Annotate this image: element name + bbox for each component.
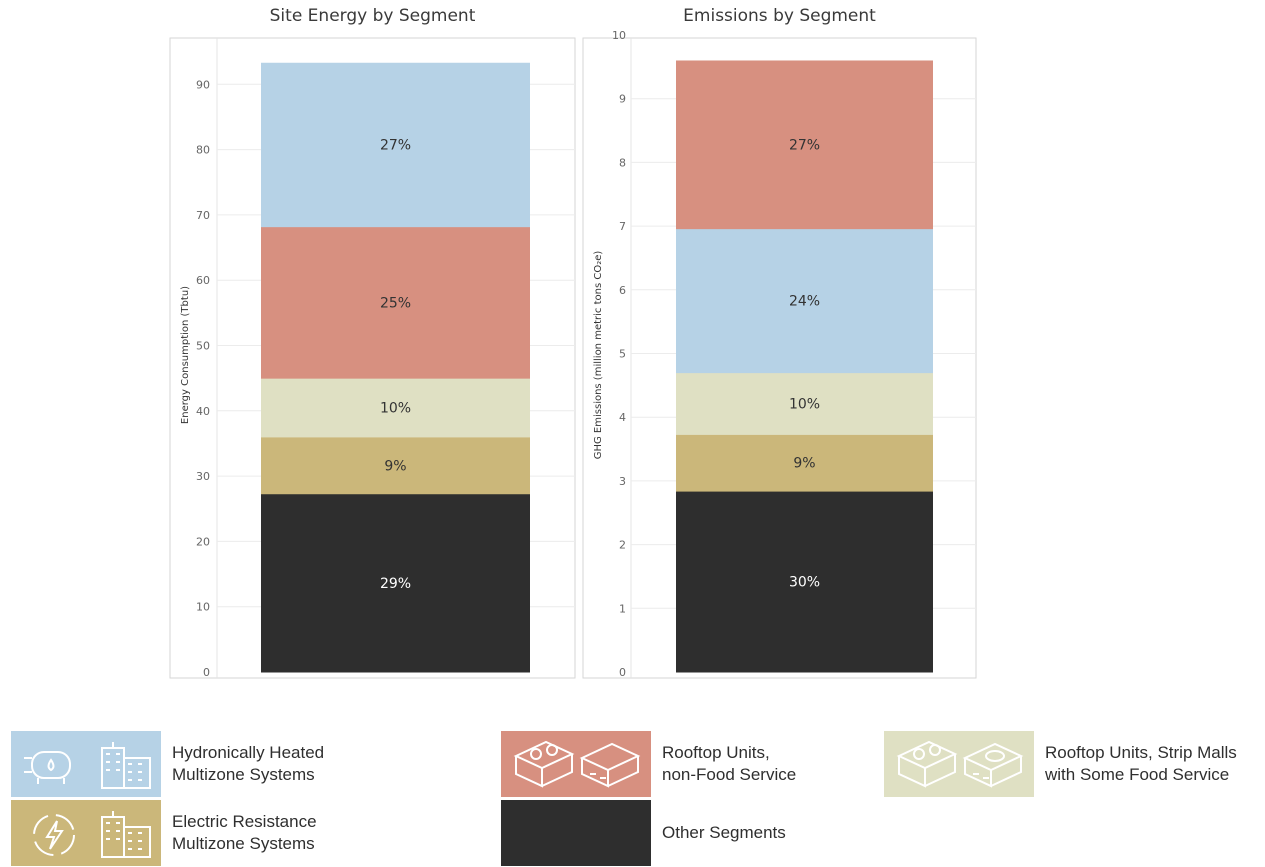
bar-segment <box>676 434 933 492</box>
y-tick-label: 20 <box>196 535 210 548</box>
bar-segment <box>676 228 933 374</box>
y-tick-label: 2 <box>619 539 626 552</box>
legend-swatch-hydronic <box>11 731 161 797</box>
y-tick-label: 9 <box>619 93 626 106</box>
y-tick-label: 1 <box>619 602 626 615</box>
y-tick-label: 7 <box>619 220 626 233</box>
y-axis-label: Energy Consumption (Tbtu) <box>180 286 191 424</box>
electric-building-icon <box>33 811 151 858</box>
legend-swatch-rooftop-nonfood <box>501 731 651 797</box>
y-tick-label: 8 <box>619 156 626 169</box>
legend-item-other: Other Segments <box>501 800 786 866</box>
bar-segment <box>261 62 530 228</box>
legend-swatch-other <box>501 800 651 866</box>
data-label: 9% <box>793 456 815 472</box>
data-label: 9% <box>384 458 406 474</box>
bar-segment <box>261 493 530 673</box>
data-label: 27% <box>380 138 411 154</box>
bar-segment <box>676 491 933 673</box>
legend-item-rooftop-nonfood: Rooftop Units, non-Food Service <box>501 731 796 797</box>
y-tick-label: 10 <box>196 601 210 614</box>
bar-segment <box>261 436 530 495</box>
rooftop-unit-food-icon <box>896 740 1024 788</box>
legend-item-hydronic: Hydronically Heated Multizone Systems <box>11 731 324 797</box>
y-tick-label: 80 <box>196 144 210 157</box>
data-label: 10% <box>789 397 820 413</box>
bar-segment <box>261 226 530 379</box>
y-tick-label: 5 <box>619 348 626 361</box>
y-tick-label: 50 <box>196 340 210 353</box>
legend-label-other: Other Segments <box>662 823 786 842</box>
y-tick-label: 40 <box>196 405 210 418</box>
legend-label-rooftop-nonfood: Rooftop Units, non-Food Service <box>662 743 797 784</box>
data-label: 30% <box>789 575 820 591</box>
y-tick-label: 90 <box>196 78 210 91</box>
data-label: 10% <box>380 401 411 417</box>
data-label: 29% <box>380 576 411 592</box>
legend-swatch-rooftop-food <box>884 731 1034 797</box>
chart-title-emissions: Emissions by Segment <box>683 6 876 26</box>
y-tick-label: 30 <box>196 470 210 483</box>
data-label: 25% <box>380 295 411 311</box>
y-tick-label: 3 <box>619 475 626 488</box>
y-tick-label: 0 <box>619 666 626 679</box>
data-label: 27% <box>789 138 820 154</box>
y-tick-label: 70 <box>196 209 210 222</box>
bar-segment <box>261 378 530 438</box>
y-tick-label: 60 <box>196 274 210 287</box>
plot-frame <box>582 37 977 679</box>
y-tick-label: 4 <box>619 411 626 424</box>
legend-item-rooftop-food: Rooftop Units, Strip Malls with Some Foo… <box>884 731 1237 797</box>
bar-segment <box>676 60 933 230</box>
y-tick-label: 6 <box>619 284 626 297</box>
legend-swatch-electric <box>11 800 161 866</box>
bar-segment <box>676 372 933 435</box>
boiler-building-icon <box>24 742 151 789</box>
plot-frame <box>169 37 576 679</box>
legend-item-electric: Electric Resistance Multizone Systems <box>11 800 317 866</box>
y-tick-label: 10 <box>612 29 626 42</box>
rooftop-unit-icon <box>513 740 641 788</box>
y-axis-label: GHG Emissions (million metric tons CO₂e) <box>593 251 604 460</box>
y-tick-label: 0 <box>203 666 210 679</box>
chart-title-site-energy: Site Energy by Segment <box>269 6 476 26</box>
legend-label-electric: Electric Resistance Multizone Systems <box>172 812 317 853</box>
legend-label-rooftop-food: Rooftop Units, Strip Malls with Some Foo… <box>1045 743 1237 784</box>
legend-label-hydronic: Hydronically Heated Multizone Systems <box>172 743 325 784</box>
data-label: 24% <box>789 294 820 310</box>
